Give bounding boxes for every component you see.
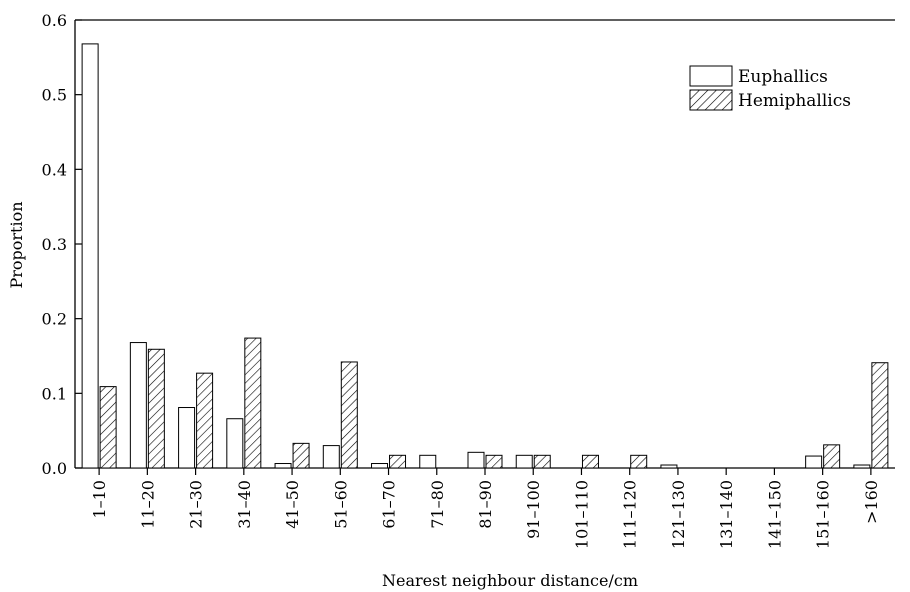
y-tick-label: 0.4: [42, 160, 67, 179]
euphallics-bar: [805, 455, 823, 469]
y-axis-title: Proportion: [7, 201, 26, 288]
x-tick-label: 111–120: [621, 480, 640, 549]
x-tick-label: 141–150: [765, 480, 784, 549]
hemiphallics-bar: [147, 348, 165, 469]
legend-swatch-euphallics: [689, 65, 733, 87]
euphallics-bar: [419, 454, 437, 469]
euphallics-bar: [853, 464, 871, 469]
x-tick-label: 61–70: [380, 480, 399, 529]
bars: [81, 43, 889, 469]
x-tick-label: 71–80: [428, 480, 447, 529]
hemiphallics-bar: [533, 454, 551, 469]
euphallics-bar: [129, 342, 147, 469]
euphallics-bar: [660, 464, 678, 469]
ticks: 0.0 0.1 0.2 0.3 0.4 0.5 0.6 1–10 11–20 21–30 31–40…: [42, 11, 881, 549]
legend-label-euphallics: Euphallics: [738, 67, 828, 87]
legend-label-hemiphallics: Hemiphallics: [738, 91, 851, 111]
x-tick-label: 101–110: [572, 480, 591, 549]
euphallics-bar: [226, 418, 244, 469]
y-tick-label: 0.3: [42, 235, 67, 254]
hemiphallics-bar: [292, 442, 310, 469]
x-axis-title: Nearest neighbour distance/cm: [382, 571, 638, 590]
hemiphallics-bar: [630, 454, 648, 469]
y-tick-label: 0.0: [42, 459, 67, 478]
y-tick-label: 0.6: [42, 11, 67, 30]
y-tick-label: 0.2: [42, 310, 67, 329]
hemiphallics-bar: [99, 386, 117, 469]
y-tick-label: 0.5: [42, 86, 67, 105]
x-tick-label: 21–30: [187, 480, 206, 529]
hemiphallics-bar: [340, 361, 358, 469]
hemiphallics-bar: [389, 454, 407, 469]
x-tick-label: >160: [862, 480, 881, 524]
x-tick-label: 31–40: [235, 480, 254, 529]
hemiphallics-bar: [823, 444, 841, 469]
hemiphallics-bar: [196, 372, 214, 469]
euphallics-bar: [322, 445, 340, 469]
hemiphallics-bar: [581, 454, 599, 469]
euphallics-bar: [81, 43, 99, 469]
x-tick-label: 81–90: [476, 480, 495, 529]
hemiphallics-bar: [485, 454, 503, 469]
hemiphallics-bar: [871, 362, 889, 469]
euphallics-bar: [274, 463, 292, 469]
x-tick-label: 1–10: [90, 480, 109, 519]
legend: Euphallics Hemiphallics: [689, 65, 851, 111]
legend-swatch-hemiphallics: [689, 89, 733, 111]
y-tick-label: 0.1: [42, 384, 67, 403]
x-tick-label: 51–60: [331, 480, 350, 529]
x-tick-label: 91–100: [524, 480, 543, 539]
x-tick-label: 131–140: [717, 480, 736, 549]
hemiphallics-bar: [244, 337, 262, 469]
euphallics-bar: [515, 454, 533, 469]
euphallics-bar: [371, 463, 389, 469]
x-tick-label: 41–50: [283, 480, 302, 529]
x-tick-label: 121–130: [669, 480, 688, 549]
euphallics-bar: [178, 407, 196, 469]
euphallics-bar: [467, 451, 485, 469]
x-tick-label: 151–160: [814, 480, 833, 549]
x-tick-label: 11–20: [138, 480, 157, 529]
